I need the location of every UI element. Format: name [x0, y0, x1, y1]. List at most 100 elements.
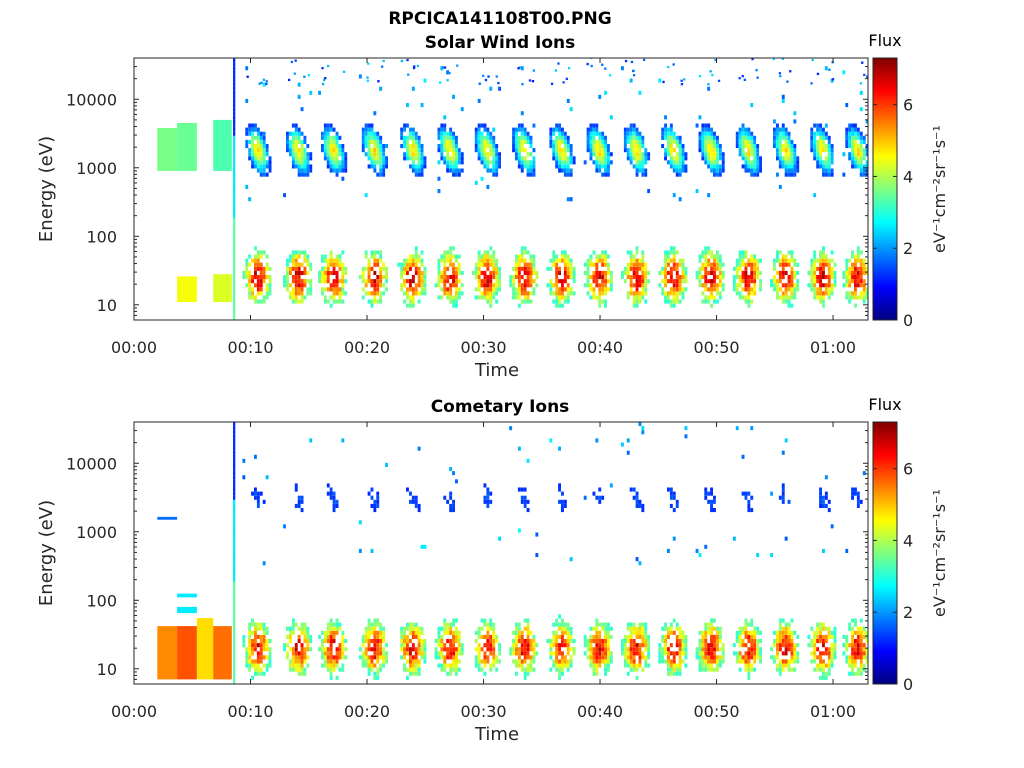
spectrogram-cell	[303, 667, 307, 672]
spectrogram-cell	[297, 291, 301, 296]
spectrogram-cell	[641, 160, 645, 165]
spectrogram-cell	[361, 144, 365, 149]
spectrogram-cell	[790, 144, 794, 149]
spectrogram-cell	[707, 499, 711, 504]
spectrogram-cell	[498, 160, 501, 165]
spike-cell	[233, 279, 236, 284]
spectrogram-cell	[793, 291, 797, 296]
spectrogram-cell	[681, 647, 685, 652]
spectrogram-cell	[827, 663, 831, 668]
spectrogram-cell	[341, 270, 345, 275]
spectrogram-cell	[332, 168, 336, 173]
spectrogram-cell	[323, 127, 327, 132]
spectrogram-cell	[382, 634, 386, 639]
spectrogram-cell	[403, 156, 406, 161]
spectrogram-cell	[552, 634, 556, 639]
spectrogram-cell	[704, 634, 708, 639]
spectrogram-cell	[552, 131, 556, 136]
spectrogram-cell	[318, 275, 321, 280]
spectrogram-cell	[256, 503, 260, 508]
spectrogram-cell	[819, 634, 822, 639]
spectrogram-cell	[776, 279, 779, 284]
spectrogram-cell	[566, 98, 570, 103]
spectrogram-cell	[598, 647, 602, 652]
spectrogram-cell	[483, 144, 487, 149]
spectrogram-cell	[744, 139, 748, 144]
spectrogram-cell	[486, 634, 490, 639]
spectrogram-cell	[409, 639, 412, 644]
spectrogram-cell	[370, 152, 374, 157]
spectrogram-cell	[592, 291, 596, 296]
spectrogram-cell	[367, 626, 371, 631]
spectrogram-cell	[327, 64, 330, 68]
spectrogram-cell	[440, 643, 444, 648]
spectrogram-cell	[443, 287, 447, 292]
spectrogram-cell	[341, 275, 345, 280]
spectrogram-cell	[423, 279, 427, 284]
spectrogram-cell	[827, 283, 831, 288]
spectrogram-cell	[701, 127, 705, 132]
spectrogram-cell	[589, 639, 593, 644]
spectrogram-cell	[411, 647, 415, 652]
spectrogram-cell	[787, 622, 791, 627]
spectrogram-cell	[845, 103, 849, 108]
spectrogram-cell	[856, 135, 860, 140]
spectrogram-cell	[626, 659, 630, 664]
spectrogram-cell	[361, 127, 365, 132]
spectrogram-cell	[495, 258, 499, 263]
spectrogram-cell	[695, 548, 699, 553]
spectrogram-cell	[561, 651, 564, 656]
spectrogram-cell	[446, 651, 450, 656]
spectrogram-cell	[452, 643, 455, 648]
spectrogram-cell	[592, 655, 596, 660]
spectrogram-cell	[595, 123, 599, 128]
spectrogram-cell	[555, 659, 559, 664]
spectrogram-cell	[664, 283, 667, 288]
spectrogram-cell	[675, 160, 679, 165]
spectrogram-cell	[406, 258, 409, 263]
spectrogram-cell	[379, 266, 383, 271]
spectrogram-cell	[790, 160, 794, 165]
spectrogram-cell	[358, 548, 362, 553]
spectrogram-cell	[526, 164, 530, 169]
spectrogram-cell	[376, 503, 380, 508]
spectrogram-cell	[672, 287, 676, 292]
spectrogram-cell	[483, 148, 487, 153]
spectrogram-cell	[455, 283, 458, 288]
spectrogram-cell	[326, 626, 330, 631]
spectrogram-cell	[379, 139, 383, 144]
spectrogram-cell	[813, 295, 817, 300]
spectrogram-cell	[681, 630, 685, 635]
spectrogram-cell	[403, 663, 406, 668]
spectrogram-cell	[778, 72, 782, 75]
spectrogram-cell	[486, 275, 490, 280]
spectrogram-cell	[300, 262, 304, 267]
spectrogram-cell	[411, 667, 415, 672]
spectrogram-cell	[480, 152, 484, 157]
spectrogram-cell	[842, 172, 846, 177]
spectrogram-cell	[370, 131, 374, 136]
spectrogram-cell	[254, 152, 257, 157]
spectrogram-cell	[323, 152, 327, 157]
spectrogram-cell	[607, 655, 610, 660]
spectrogram-cell	[262, 250, 266, 255]
spectrogram-cell	[566, 262, 570, 267]
spectrogram-cell	[449, 135, 453, 140]
spectrogram-cell	[566, 651, 570, 656]
spectrogram-cell	[859, 148, 863, 153]
spectrogram-cell	[364, 279, 368, 284]
spectrogram-cell	[294, 283, 298, 288]
spectrogram-cell	[480, 254, 484, 259]
spectrogram-cell	[842, 270, 846, 275]
early-block	[213, 274, 232, 302]
spectrogram-cell	[854, 275, 857, 280]
spike-cell	[233, 283, 236, 288]
spectrogram-cell	[291, 622, 295, 627]
spectrogram-cell	[741, 630, 745, 635]
spectrogram-cell	[695, 647, 699, 652]
spectrogram-cell	[338, 262, 342, 267]
spectrogram-cell	[862, 626, 866, 631]
spectrogram-cell	[641, 262, 645, 267]
spectrogram-cell	[592, 139, 596, 144]
spectrogram-cell	[344, 164, 348, 169]
